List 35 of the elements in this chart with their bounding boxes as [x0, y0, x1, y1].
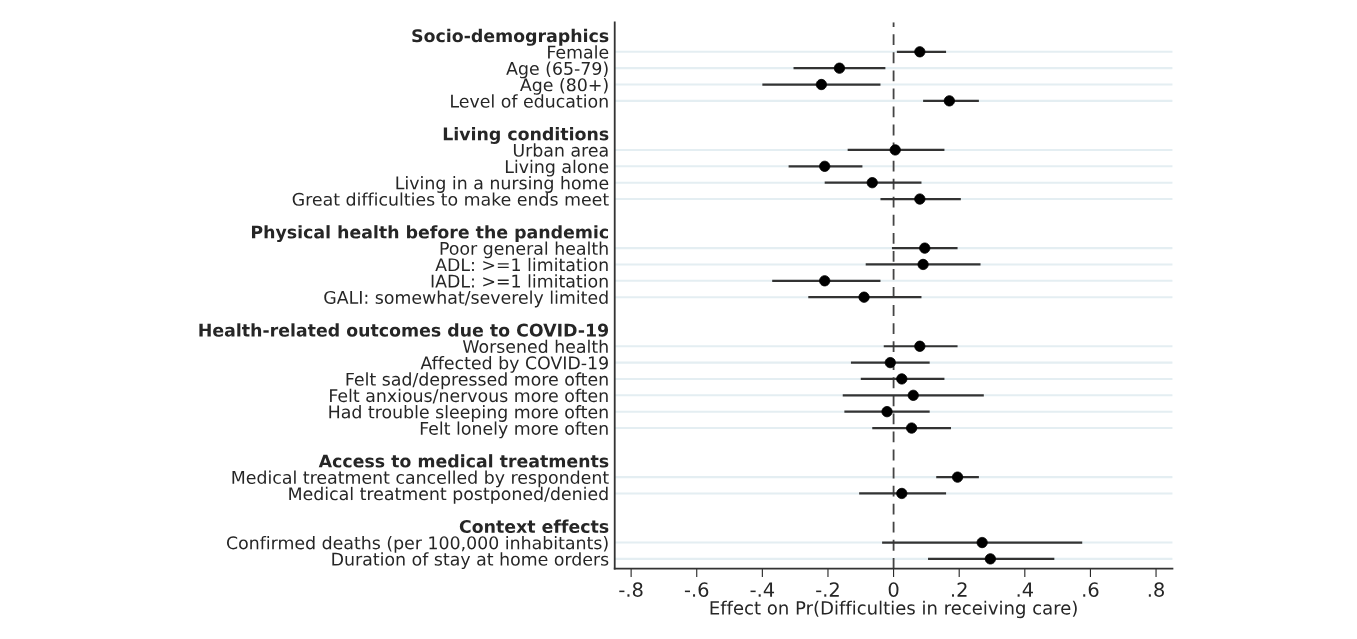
- y-tick-label: Living conditions: [443, 127, 609, 144]
- y-tick-label: Age (80+): [520, 77, 608, 95]
- y-tick-label: Had trouble sleeping more often: [329, 405, 608, 422]
- y-tick-label: Socio-demographics: [412, 28, 609, 46]
- x-tick-label: -.8: [619, 582, 643, 597]
- x-tick-label: -.2: [816, 582, 839, 597]
- y-tick-label: Living alone: [505, 159, 609, 177]
- y-tick-label: Felt lonely more often: [420, 421, 608, 439]
- y-tick-label: Physical health before the pandemic: [251, 225, 608, 243]
- y-tick-label: GALI: somewhat/severely limited: [324, 290, 608, 308]
- y-tick-label: Health-related outcomes due to COVID-19: [199, 323, 609, 337]
- y-tick-label: Great difficulties to make ends meet: [292, 192, 609, 206]
- x-tick-label: .6: [1083, 582, 1099, 597]
- x-tick-label: -.6: [684, 582, 709, 597]
- y-tick-label: Worsened health: [462, 339, 608, 354]
- y-tick-label: Duration of stay at home orders: [332, 552, 609, 570]
- y-tick-label: Urban area: [513, 143, 608, 157]
- x-tick-label: .4: [1017, 582, 1033, 597]
- y-tick-label: Female: [548, 45, 609, 59]
- y-tick-label: Affected by COVID-19: [420, 356, 608, 373]
- x-tick-label: 0: [888, 582, 899, 597]
- x-axis-title: Effect on Pr(Difficulties in receiving care): [710, 600, 1077, 619]
- y-tick-label: Felt anxious/nervous more often: [330, 388, 608, 404]
- y-tick-label: Access to medical treatments: [318, 454, 609, 468]
- y-tick-label: Level of education: [451, 94, 608, 108]
- x-tick-label: .8: [1148, 582, 1164, 597]
- y-tick-label: Medical treatment postponed/denied: [289, 486, 608, 504]
- x-tick-label: -.4: [750, 582, 775, 597]
- x-tick-label: .2: [952, 582, 967, 597]
- y-tick-label: ADL: >=1 limitation: [435, 257, 608, 272]
- y-tick-label: Living in a nursing home: [396, 176, 609, 193]
- y-tick-label: Confirmed deaths (per 100,000 inhabitants): [226, 535, 608, 553]
- y-tick-label: Context effects: [459, 519, 609, 534]
- y-tick-label: Age (65-79): [506, 61, 608, 79]
- y-tick-label: IADL: >=1 limitation: [431, 274, 608, 288]
